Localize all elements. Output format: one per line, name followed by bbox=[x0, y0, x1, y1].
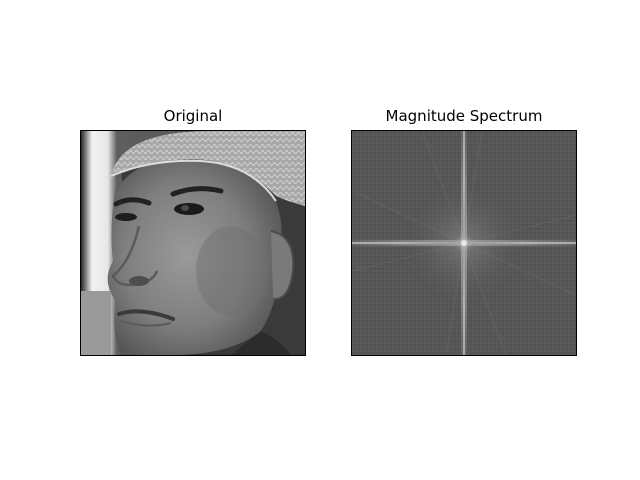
magnitude-spectrum-axes bbox=[351, 130, 577, 356]
original-image-axes bbox=[80, 130, 306, 356]
face-photo-image bbox=[81, 131, 305, 355]
original-title: Original bbox=[163, 107, 223, 125]
magnitude-spectrum-title: Magnitude Spectrum bbox=[385, 107, 543, 125]
magnitude-spectrum-image bbox=[352, 131, 576, 355]
